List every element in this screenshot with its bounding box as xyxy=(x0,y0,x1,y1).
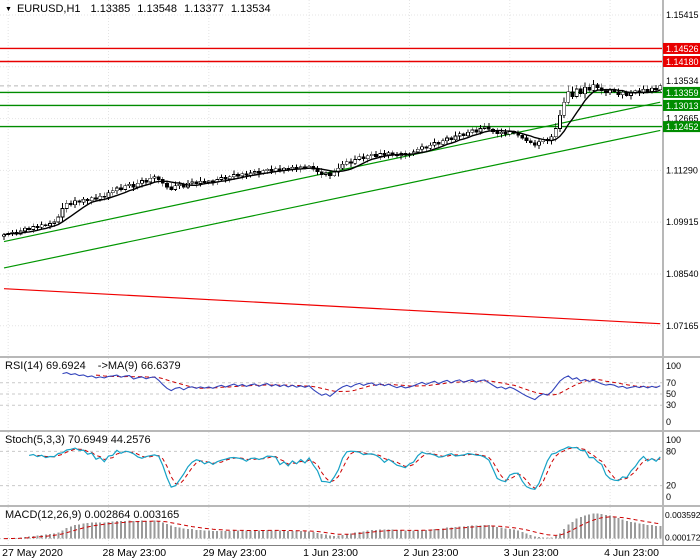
svg-text:1.07165: 1.07165 xyxy=(666,321,699,331)
rsi-ma-line xyxy=(95,374,661,396)
symbol-dropdown-icon[interactable]: ▼ xyxy=(5,5,12,13)
macd-canvas[interactable]: 0.003592 0.000172 xyxy=(0,507,700,545)
svg-text:1.12665: 1.12665 xyxy=(666,114,699,124)
macd-axis-label: 0.000172 xyxy=(665,532,700,542)
svg-text:1.13359: 1.13359 xyxy=(666,88,699,98)
time-label: 1 Jun 23:00 xyxy=(303,547,359,559)
stochastic-signal-line xyxy=(37,446,661,489)
ohlc-open: 1.13385 xyxy=(90,3,131,15)
macd-signal-line xyxy=(4,516,661,540)
ohlc-close: 1.13534 xyxy=(230,3,271,15)
price-chart-canvas[interactable]: 1.15415 1.12665 1.11290 1.09915 1.08540 1.071… xyxy=(0,0,700,356)
trend-line[interactable] xyxy=(3,288,661,325)
price-badge: 1.12452 xyxy=(663,121,700,132)
grid xyxy=(0,0,662,356)
svg-text:1.14526: 1.14526 xyxy=(666,44,699,54)
panel-splitter[interactable] xyxy=(0,430,700,432)
panel-splitter[interactable] xyxy=(0,356,700,358)
stochastic-axis-label: 80 xyxy=(666,446,676,456)
svg-text:1.13013: 1.13013 xyxy=(666,101,699,111)
stochastic-value-label: Stoch(5,3,3) 70.6949 44.2576 xyxy=(5,434,151,446)
price-badge: 1.13359 xyxy=(663,86,700,98)
price-badge: 1.14180 xyxy=(663,55,700,67)
current-price-label: 1.13534 xyxy=(666,76,699,86)
stochastic-axis-label: 20 xyxy=(666,481,676,491)
trend-line[interactable] xyxy=(3,129,661,269)
svg-text:1.11290: 1.11290 xyxy=(666,165,698,175)
macd-axis-label: 0.003592 xyxy=(665,510,700,520)
stochastic-header: Stoch(5,3,3) 70.6949 44.2576 xyxy=(5,434,151,446)
stochastic-axis-label: 0 xyxy=(666,492,671,502)
stochastic-axis-label: 100 xyxy=(666,435,681,445)
rsi-axis-label: 100 xyxy=(666,361,681,371)
rsi-axis-label: 50 xyxy=(666,389,676,399)
price-badge: 1.14526 xyxy=(663,42,700,54)
grid xyxy=(7,432,611,505)
svg-text:1.15415: 1.15415 xyxy=(666,10,699,20)
svg-text:1.12452: 1.12452 xyxy=(666,122,699,132)
time-axis[interactable]: 27 May 2020 28 May 23:00 29 May 23:00 1 Jun… xyxy=(0,545,700,560)
panel-splitter[interactable] xyxy=(0,505,700,507)
time-label: 3 Jun 23:00 xyxy=(503,547,559,559)
time-label: 27 May 2020 xyxy=(2,547,63,559)
price-axis-labels: 1.15415 1.12665 1.11290 1.09915 1.08540 1.071… xyxy=(666,10,699,331)
stochastic-panel: 100 80 20 0 Stoch(5,3,3) 70.6949 44.2576 xyxy=(0,432,700,505)
main-chart-panel: 1.15415 1.12665 1.11290 1.09915 1.08540 1.071… xyxy=(0,0,700,356)
ma-line xyxy=(3,88,661,236)
macd-value-label: MACD(12,26,9) 0.002864 0.003165 xyxy=(5,509,180,521)
rsi-axis-label: 70 xyxy=(666,378,676,388)
rsi-value-label: RSI(14) 69.6924 xyxy=(5,360,86,372)
candlesticks xyxy=(2,79,663,240)
svg-text:1.08540: 1.08540 xyxy=(666,269,699,279)
ohlc-low: 1.13377 xyxy=(184,3,224,15)
rsi-header: RSI(14) 69.6924 ->MA(9) 66.6379 xyxy=(5,360,181,372)
rsi-ma-value-label: ->MA(9) 66.6379 xyxy=(97,360,181,372)
rsi-axis-label: 0 xyxy=(666,417,671,427)
rsi-axis-label: 30 xyxy=(666,400,676,410)
stochastic-main-line xyxy=(28,446,661,490)
rsi-line xyxy=(62,372,661,401)
time-label: 4 Jun 23:00 xyxy=(604,547,659,559)
price-badge: 1.13013 xyxy=(663,99,700,111)
time-label: 29 May 23:00 xyxy=(202,547,267,559)
svg-text:1.14180: 1.14180 xyxy=(666,57,699,67)
symbol-period-label: EURUSD,H1 xyxy=(16,3,81,15)
time-label: 28 May 23:00 xyxy=(102,547,167,559)
svg-text:1.09915: 1.09915 xyxy=(666,217,699,227)
macd-header: MACD(12,26,9) 0.002864 0.003165 xyxy=(5,509,179,521)
time-label: 2 Jun 23:00 xyxy=(403,547,459,559)
trend-line[interactable] xyxy=(3,101,661,243)
macd-panel: 0.003592 0.000172 MACD(12,26,9) 0.002864 … xyxy=(0,507,700,545)
chart-header: ▼ EURUSD,H1 1.13385 1.13548 1.13377 1.13… xyxy=(5,3,278,15)
rsi-panel: 100 70 50 30 0 RSI(14) 69.6924 ->MA(9) 66.63… xyxy=(0,358,700,430)
ohlc-high: 1.13548 xyxy=(137,3,178,15)
